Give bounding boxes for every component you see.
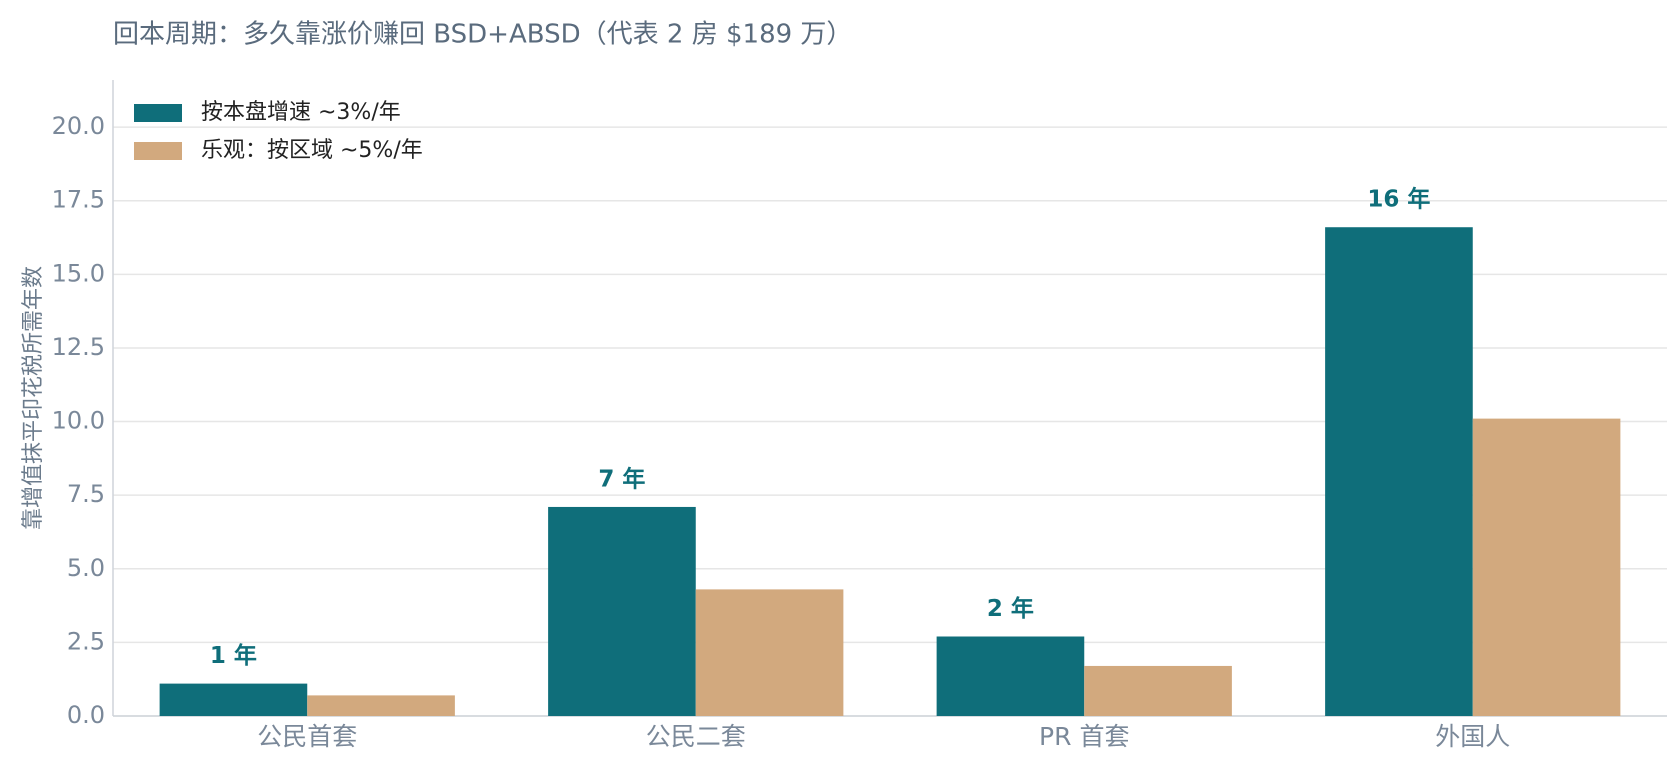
bar [159, 683, 308, 716]
y-tick-label: 20.0 [52, 112, 105, 140]
bar [1325, 227, 1473, 716]
bar [936, 636, 1085, 716]
bar [695, 589, 844, 716]
legend-swatch [134, 142, 182, 160]
legend-label: 乐观：按区域 ~5%/年 [201, 138, 423, 163]
x-tick-label: 公民二套 [646, 722, 746, 751]
y-tick-label: 7.5 [67, 480, 105, 508]
x-tick-label: 公民首套 [257, 722, 357, 751]
x-tick-label: 外国人 [1435, 722, 1510, 751]
value-label: 2 年 [987, 595, 1034, 622]
y-tick-label: 10.0 [52, 407, 105, 435]
value-label: 1 年 [210, 642, 257, 669]
value-label: 16 年 [1367, 186, 1430, 213]
y-tick-label: 17.5 [52, 186, 105, 214]
legend-swatch [134, 104, 182, 122]
bar [548, 506, 696, 716]
y-tick-label: 12.5 [52, 333, 105, 361]
bar [307, 695, 455, 716]
y-tick-label: 2.5 [67, 627, 105, 655]
chart-title: 回本周期：多久靠涨价赚回 BSD+ABSD（代表 2 房 $189 万） [113, 20, 852, 50]
y-tick-label: 0.0 [67, 701, 105, 729]
y-tick-label: 5.0 [67, 554, 105, 582]
x-tick-label: PR 首套 [1039, 722, 1129, 751]
y-axis-label: 靠增值抹平印花税所需年数 [21, 266, 46, 530]
legend-label: 按本盘增速 ~3%/年 [201, 100, 401, 125]
value-label: 7 年 [598, 465, 645, 492]
y-tick-label: 15.0 [52, 259, 105, 287]
bar [1084, 665, 1232, 716]
bar [1472, 418, 1621, 716]
